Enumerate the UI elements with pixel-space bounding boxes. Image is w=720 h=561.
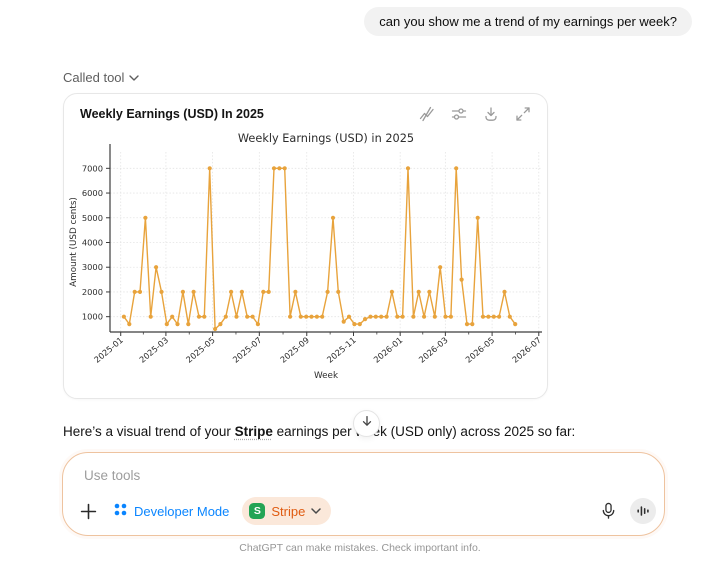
svg-text:3000: 3000 <box>82 262 103 272</box>
svg-text:Amount (USD cents): Amount (USD cents) <box>69 197 79 287</box>
svg-text:Week: Week <box>314 371 339 381</box>
chart-card: Weekly Earnings (USD) In 2025 <box>63 93 548 399</box>
svg-text:1000: 1000 <box>82 312 103 322</box>
chart-toolbar <box>419 106 531 122</box>
voice-mode-button[interactable] <box>630 498 656 524</box>
called-tool-toggle[interactable]: Called tool <box>63 70 140 85</box>
svg-text:2026-01: 2026-01 <box>371 335 404 365</box>
disclaimer-text: ChatGPT can make mistakes. Check importa… <box>239 542 481 554</box>
chevron-down-icon <box>129 70 140 85</box>
stripe-term-link[interactable]: Stripe <box>234 424 273 439</box>
message-input[interactable] <box>84 468 514 483</box>
svg-text:2025-01: 2025-01 <box>92 335 125 365</box>
svg-text:2025-11: 2025-11 <box>325 335 358 365</box>
stripe-logo-badge: S <box>249 503 266 519</box>
composer-toolbar: Developer Mode S Stripe <box>80 497 656 525</box>
chart-card-header: Weekly Earnings (USD) In 2025 <box>64 94 547 124</box>
user-message-bubble: can you show me a trend of my earnings p… <box>364 7 692 36</box>
download-icon[interactable] <box>483 106 499 122</box>
expand-icon[interactable] <box>515 106 531 122</box>
svg-text:2025-07: 2025-07 <box>231 335 264 365</box>
stripe-tool-label: Stripe <box>271 503 306 519</box>
svg-text:2000: 2000 <box>82 287 103 297</box>
svg-text:2026-07: 2026-07 <box>510 335 543 365</box>
developer-mode-icon <box>113 502 128 520</box>
developer-mode-button[interactable]: Developer Mode <box>113 502 229 520</box>
chevron-down-icon <box>311 502 322 520</box>
attach-plus-button[interactable] <box>80 503 97 520</box>
chart-card-title: Weekly Earnings (USD) In 2025 <box>80 107 264 121</box>
called-tool-label: Called tool <box>63 70 125 85</box>
composer: Developer Mode S Stripe <box>62 452 665 536</box>
stripe-tool-pill[interactable]: S Stripe <box>242 497 332 525</box>
microphone-button[interactable] <box>600 502 617 520</box>
assistant-message: Here’s a visual trend of your Stripe ear… <box>63 424 683 439</box>
user-message-text: can you show me a trend of my earnings p… <box>379 14 677 29</box>
scroll-to-bottom-button[interactable] <box>353 410 380 437</box>
svg-text:Weekly Earnings (USD) in 2025: Weekly Earnings (USD) in 2025 <box>238 132 414 145</box>
svg-text:4000: 4000 <box>82 237 103 247</box>
svg-text:5000: 5000 <box>82 213 103 223</box>
developer-mode-label: Developer Mode <box>134 503 230 519</box>
svg-text:2025-09: 2025-09 <box>278 335 311 365</box>
arrow-down-icon <box>360 414 374 433</box>
interactive-chart-icon[interactable] <box>419 106 435 122</box>
assistant-text-after: earnings per week (USD only) across 2025… <box>272 424 576 439</box>
assistant-text-before: Here’s a visual trend of your <box>63 424 235 439</box>
svg-text:6000: 6000 <box>82 188 103 198</box>
svg-text:2025-03: 2025-03 <box>137 335 170 365</box>
svg-text:2026-05: 2026-05 <box>463 335 496 365</box>
svg-text:2026-03: 2026-03 <box>417 335 450 365</box>
svg-text:7000: 7000 <box>82 163 103 173</box>
customize-sliders-icon[interactable] <box>451 106 467 122</box>
svg-text:2025-05: 2025-05 <box>184 335 217 365</box>
earnings-chart: 1000 2000 3000 4000 5000 6000 7000 2025-01 2025-… <box>69 132 543 381</box>
